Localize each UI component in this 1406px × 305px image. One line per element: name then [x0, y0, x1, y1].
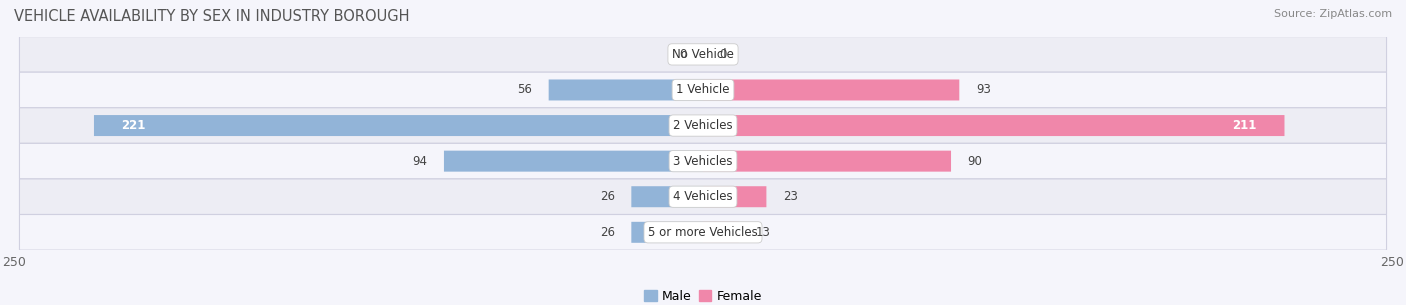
Text: 221: 221	[121, 119, 146, 132]
FancyBboxPatch shape	[20, 108, 1386, 143]
FancyBboxPatch shape	[444, 151, 703, 172]
FancyBboxPatch shape	[703, 115, 1285, 136]
Text: 3 Vehicles: 3 Vehicles	[673, 155, 733, 168]
Text: 0: 0	[720, 48, 727, 61]
Text: 4 Vehicles: 4 Vehicles	[673, 190, 733, 203]
Text: Source: ZipAtlas.com: Source: ZipAtlas.com	[1274, 9, 1392, 19]
Text: 1 Vehicle: 1 Vehicle	[676, 84, 730, 96]
FancyBboxPatch shape	[20, 214, 1386, 250]
Text: 13: 13	[755, 226, 770, 239]
Text: 94: 94	[412, 155, 427, 168]
FancyBboxPatch shape	[631, 222, 703, 243]
Text: 26: 26	[600, 226, 614, 239]
FancyBboxPatch shape	[703, 222, 738, 243]
FancyBboxPatch shape	[703, 186, 766, 207]
FancyBboxPatch shape	[703, 151, 950, 172]
FancyBboxPatch shape	[20, 72, 1386, 108]
Text: VEHICLE AVAILABILITY BY SEX IN INDUSTRY BOROUGH: VEHICLE AVAILABILITY BY SEX IN INDUSTRY …	[14, 9, 409, 24]
Text: 5 or more Vehicles: 5 or more Vehicles	[648, 226, 758, 239]
Text: 90: 90	[967, 155, 983, 168]
FancyBboxPatch shape	[548, 80, 703, 100]
Text: 93: 93	[976, 84, 991, 96]
FancyBboxPatch shape	[631, 186, 703, 207]
Legend: Male, Female: Male, Female	[640, 285, 766, 305]
Text: No Vehicle: No Vehicle	[672, 48, 734, 61]
FancyBboxPatch shape	[20, 143, 1386, 179]
Text: 0: 0	[679, 48, 686, 61]
FancyBboxPatch shape	[703, 80, 959, 100]
Text: 26: 26	[600, 190, 614, 203]
FancyBboxPatch shape	[94, 115, 703, 136]
FancyBboxPatch shape	[20, 37, 1386, 72]
FancyBboxPatch shape	[20, 179, 1386, 214]
Text: 56: 56	[517, 84, 531, 96]
Text: 23: 23	[783, 190, 797, 203]
Text: 211: 211	[1233, 119, 1257, 132]
Text: 2 Vehicles: 2 Vehicles	[673, 119, 733, 132]
